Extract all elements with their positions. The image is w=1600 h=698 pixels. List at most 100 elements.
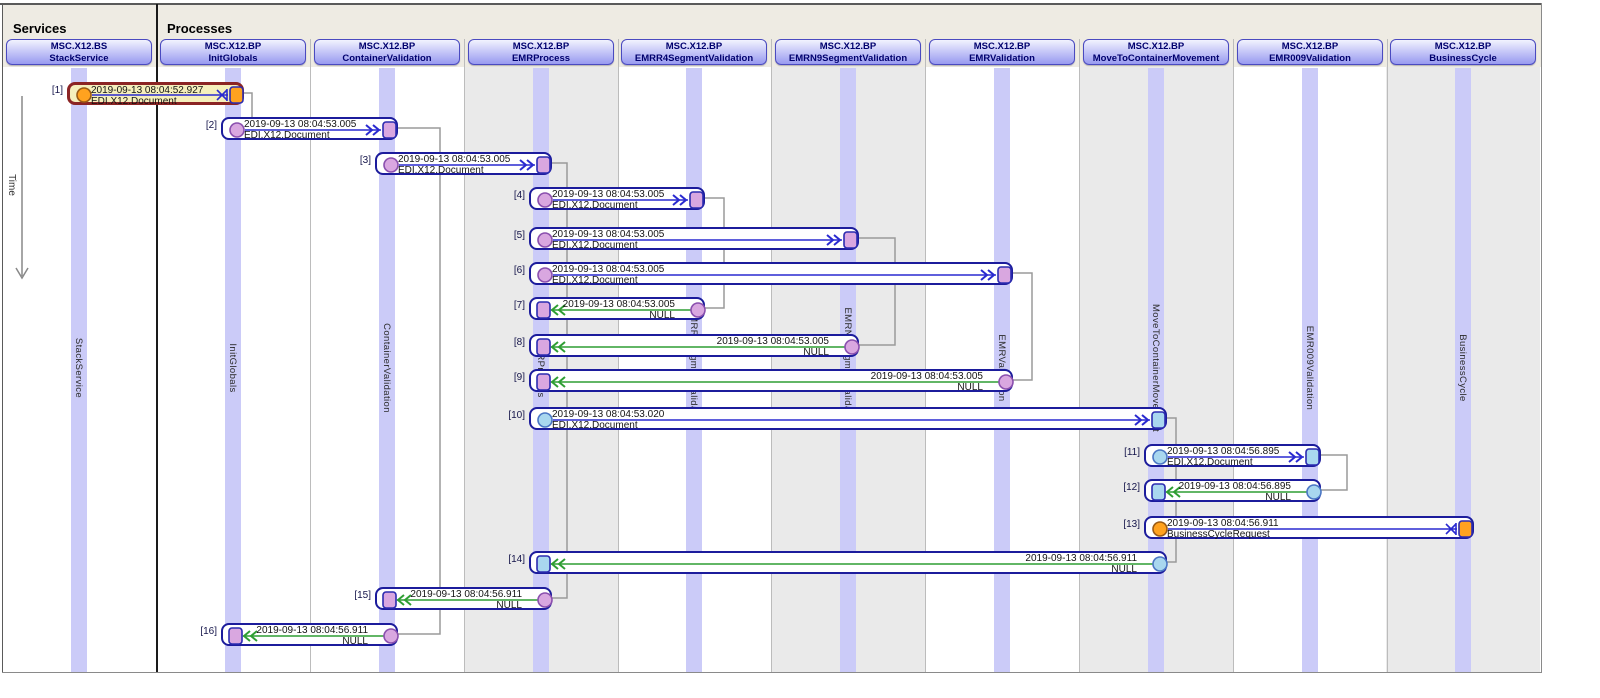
message-arrow-graphic xyxy=(382,591,553,609)
message-arrow-graphic xyxy=(228,627,399,645)
lane-label-StackService: StackService xyxy=(73,337,84,399)
message-index-label: [13] xyxy=(1123,519,1140,530)
lane-label-EMRN9SegmentValidation: EMRN9SegmentValidation xyxy=(842,307,853,429)
column-header-EMRValidation[interactable]: MSC.X12.BP EMRValidation xyxy=(929,39,1075,65)
message-box-2[interactable]: 2019-09-13 08:04:53.005 EDI.X12.Document xyxy=(221,117,398,141)
message-port-square xyxy=(689,191,704,209)
message-index-label: [14] xyxy=(508,554,525,565)
message-port-square xyxy=(228,627,243,645)
message-box-11[interactable]: 2019-09-13 08:04:56.895 EDI.X12.Document xyxy=(1144,444,1321,468)
message-timestamp: 2019-09-13 08:04:56.911 xyxy=(1025,553,1137,564)
message-arrow-graphic xyxy=(536,338,860,356)
column-header-EMRR4SegmentValidation[interactable]: MSC.X12.BP EMRR4SegmentValidation xyxy=(621,39,767,65)
message-arrow-graphic xyxy=(536,555,1168,573)
message-origin-circle xyxy=(537,412,553,428)
connector-msg5-to-msg8 xyxy=(859,237,896,346)
message-payload: BusinessCycleRequest xyxy=(1167,529,1270,540)
header-name: StackService xyxy=(49,53,109,64)
header-name: ContainerValidation xyxy=(342,53,432,64)
column-header-BusinessCycle[interactable]: MSC.X12.BP BusinessCycle xyxy=(1390,39,1536,65)
column-header-EMR009Validation[interactable]: MSC.X12.BP EMR009Validation xyxy=(1237,39,1383,65)
message-box-3[interactable]: 2019-09-13 08:04:53.005 EDI.X12.Document xyxy=(375,152,552,176)
message-box-6[interactable]: 2019-09-13 08:04:53.005 EDI.X12.Document xyxy=(529,262,1013,286)
message-box-9[interactable]: 2019-09-13 08:04:53.005 NULL xyxy=(529,369,1014,393)
connector-msg1-to-msg2 xyxy=(244,92,253,117)
connector-msg2-to-msg16 xyxy=(398,127,441,635)
message-box-8[interactable]: 2019-09-13 08:04:53.005 NULL xyxy=(529,334,860,358)
lane-label-EMRValidation: EMRValidation xyxy=(996,334,1007,402)
header-name: EMRR4SegmentValidation xyxy=(634,53,754,64)
message-origin-circle xyxy=(537,192,553,208)
message-index-label: [7] xyxy=(513,300,525,311)
message-box-1[interactable]: 2019-09-13 08:04:52.927 EDI.X12.Document xyxy=(67,82,244,107)
column-header-InitGlobals[interactable]: MSC.X12.BP InitGlobals xyxy=(160,39,306,65)
message-arrow-graphic xyxy=(1152,520,1473,538)
header-name: InitGlobals xyxy=(208,53,258,64)
message-arrow-graphic xyxy=(537,266,1012,284)
message-box-16[interactable]: 2019-09-13 08:04:56.911 NULL xyxy=(221,623,399,647)
column-header-MoveToContainerMovement[interactable]: MSC.X12.BP MoveToContainerMovement xyxy=(1083,39,1229,65)
message-index-label: [15] xyxy=(354,590,371,601)
header-scope: MSC.X12.BP xyxy=(204,41,262,52)
message-index-label: [10] xyxy=(508,410,525,421)
message-box-15[interactable]: 2019-09-13 08:04:56.911 NULL xyxy=(375,587,553,611)
time-axis-label: Time xyxy=(6,174,17,196)
column-header-StackService[interactable]: MSC.X12.BS StackService xyxy=(6,39,152,65)
message-origin-circle xyxy=(690,302,706,318)
message-timestamp: 2019-09-13 08:04:53.005 xyxy=(562,299,675,310)
message-arrow-graphic xyxy=(537,231,858,249)
lane-label-ContainerValidation: ContainerValidation xyxy=(381,323,392,413)
message-box-12[interactable]: 2019-09-13 08:04:56.895 NULL xyxy=(1144,479,1322,503)
panel-border-bottom xyxy=(2,672,1542,673)
message-timestamp: 2019-09-13 08:04:56.911 xyxy=(256,625,368,636)
message-payload: EDI.X12.Document xyxy=(552,420,638,431)
message-port-square xyxy=(1151,411,1166,429)
message-index-label: [11] xyxy=(1124,447,1140,458)
header-scope: MSC.X12.BS xyxy=(50,41,108,52)
message-origin-circle xyxy=(844,339,860,355)
message-origin-circle xyxy=(537,267,553,283)
message-port-square xyxy=(382,121,397,139)
message-payload: EDI.X12.Document xyxy=(552,200,638,211)
lane-label-BusinessCycle: BusinessCycle xyxy=(1457,334,1468,402)
header-name: BusinessCycle xyxy=(1429,53,1497,64)
message-timestamp: 2019-09-13 08:04:53.005 xyxy=(244,119,357,130)
message-arrow-graphic xyxy=(537,411,1166,429)
message-origin-circle xyxy=(537,232,553,248)
column-separator xyxy=(310,39,311,672)
column-header-EMRN9SegmentValidation[interactable]: MSC.X12.BP EMRN9SegmentValidation xyxy=(775,39,921,65)
message-box-5[interactable]: 2019-09-13 08:04:53.005 EDI.X12.Document xyxy=(529,227,859,251)
message-payload: EDI.X12.Document xyxy=(1167,457,1253,468)
message-payload: EDI.X12.Document xyxy=(398,165,484,176)
message-origin-circle xyxy=(537,592,553,608)
message-timestamp: 2019-09-13 08:04:53.005 xyxy=(552,189,665,200)
message-box-4[interactable]: 2019-09-13 08:04:53.005 EDI.X12.Document xyxy=(529,187,705,211)
connector-msg6-to-msg9 xyxy=(1013,272,1033,381)
time-axis-arrow xyxy=(15,96,29,280)
message-port-square xyxy=(536,373,551,391)
message-arrow-graphic xyxy=(76,86,244,104)
column-header-ContainerValidation[interactable]: MSC.X12.BP ContainerValidation xyxy=(314,39,460,65)
column-separator xyxy=(1233,39,1234,672)
message-box-7[interactable]: 2019-09-13 08:04:53.005 NULL xyxy=(529,297,706,321)
message-origin-circle xyxy=(1152,521,1168,537)
lane-label-EMR009Validation: EMR009Validation xyxy=(1304,325,1315,411)
message-arrow-graphic xyxy=(1151,483,1322,501)
message-box-10[interactable]: 2019-09-13 08:04:53.020 EDI.X12.Document xyxy=(529,407,1167,431)
message-payload: NULL xyxy=(1265,492,1291,503)
column-header-EMRProcess[interactable]: MSC.X12.BP EMRProcess xyxy=(468,39,614,65)
services-group-label: Services xyxy=(13,21,67,36)
message-index-label: [8] xyxy=(513,337,525,348)
panel-border-left xyxy=(2,3,3,672)
message-box-14[interactable]: 2019-09-13 08:04:56.911 NULL xyxy=(529,551,1168,575)
message-port-square xyxy=(536,555,551,573)
header-scope: MSC.X12.BP xyxy=(1281,41,1339,52)
message-port-square xyxy=(997,266,1012,284)
message-index-label: [3] xyxy=(359,155,371,166)
header-scope: MSC.X12.BP xyxy=(358,41,416,52)
message-box-13[interactable]: 2019-09-13 08:04:56.911 BusinessCycleRequ… xyxy=(1144,516,1474,540)
message-payload: NULL xyxy=(957,382,983,393)
message-index-label: [6] xyxy=(513,265,525,276)
header-scope: MSC.X12.BP xyxy=(512,41,570,52)
message-payload: EDI.X12.Document xyxy=(244,130,330,141)
